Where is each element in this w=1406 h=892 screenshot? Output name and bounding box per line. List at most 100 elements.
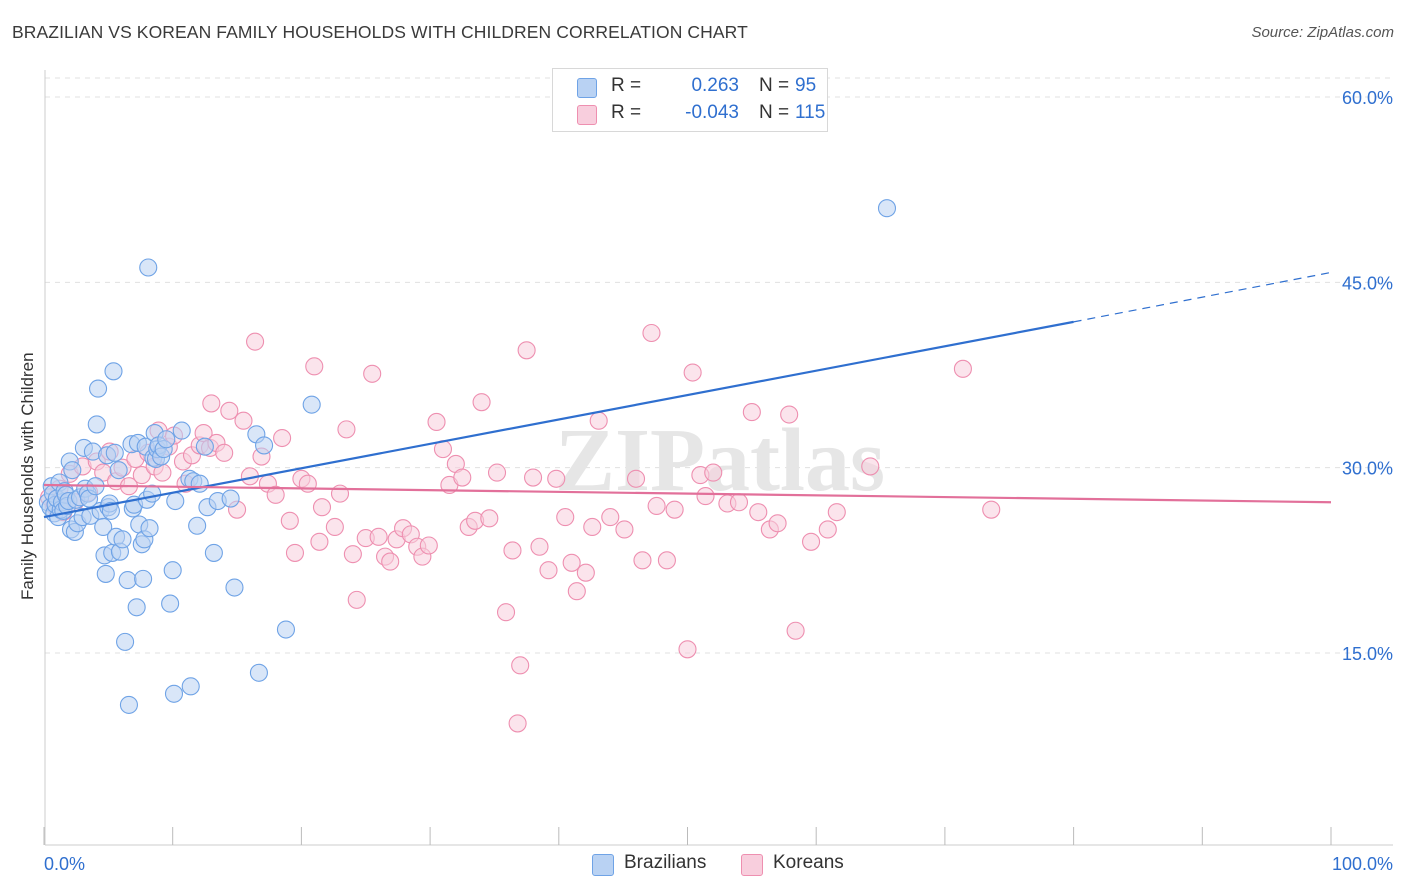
source-label: Source: ZipAtlas.com bbox=[1251, 24, 1394, 41]
korean-point bbox=[547, 469, 566, 488]
korean-point bbox=[827, 503, 846, 522]
korean-point bbox=[657, 551, 676, 570]
brazilian-point bbox=[94, 517, 113, 537]
tick-labels: 15.0% 30.0% 45.0% 60.0% 0.0% 100.0% bbox=[44, 88, 1393, 874]
brazilian-point bbox=[164, 684, 184, 703]
korean-point bbox=[696, 487, 715, 506]
y-axis-label: Family Households with Children bbox=[18, 352, 37, 600]
korean-point bbox=[953, 359, 972, 378]
korean-point bbox=[556, 508, 575, 527]
korean-point bbox=[818, 520, 837, 539]
brazilian-point bbox=[63, 461, 82, 480]
korean-point bbox=[511, 656, 530, 675]
korean-point bbox=[768, 514, 787, 533]
korean-point bbox=[567, 582, 586, 601]
korean-point bbox=[982, 500, 1001, 519]
korean-point bbox=[202, 394, 221, 413]
korean-point bbox=[330, 484, 350, 503]
r-value: -0.043 bbox=[685, 102, 739, 123]
y-tick-label: 30.0% bbox=[1342, 459, 1393, 479]
korean-point bbox=[601, 508, 620, 527]
n-label: N = bbox=[759, 102, 790, 123]
korean-point bbox=[642, 323, 661, 343]
trend-lines bbox=[43, 271, 1332, 519]
korean-point bbox=[665, 500, 684, 519]
korean-point bbox=[419, 536, 438, 555]
korean-point bbox=[280, 511, 299, 530]
korean-point bbox=[132, 466, 151, 485]
korean-point bbox=[683, 363, 702, 382]
brazilian-point bbox=[188, 516, 207, 535]
brazilian-point bbox=[877, 199, 897, 218]
korean-point bbox=[615, 520, 634, 539]
brazilian-point bbox=[127, 598, 146, 617]
brazilian-point bbox=[96, 564, 115, 583]
brazilian-point bbox=[140, 519, 159, 538]
korean-point bbox=[539, 561, 558, 580]
series-legend: Brazilians Koreans bbox=[0, 852, 1406, 878]
brazilian-point bbox=[157, 430, 176, 449]
korean-point bbox=[503, 541, 522, 560]
korean-point bbox=[472, 393, 491, 412]
korean-point bbox=[704, 463, 723, 482]
brazilian-point bbox=[116, 632, 135, 651]
korean-point bbox=[381, 552, 400, 571]
brazilian-point bbox=[249, 663, 268, 682]
korean-point bbox=[496, 603, 516, 622]
brazilian-point bbox=[172, 421, 191, 440]
korean-point bbox=[347, 590, 366, 609]
korean-point bbox=[273, 428, 292, 448]
brazilian-point bbox=[181, 677, 200, 696]
brazilians-trend-line bbox=[43, 320, 1074, 519]
brazilian-point bbox=[163, 561, 182, 580]
koreans-legend-swatch bbox=[741, 854, 763, 876]
brazilians-points bbox=[38, 199, 897, 714]
korean-point bbox=[780, 405, 799, 424]
x-tick-label: 100.0% bbox=[1332, 854, 1393, 874]
korean-point bbox=[285, 543, 305, 562]
axes bbox=[43, 70, 1393, 846]
korean-point bbox=[802, 532, 821, 551]
korean-point bbox=[861, 457, 880, 476]
korean-point bbox=[343, 545, 362, 564]
brazilians-legend-swatch bbox=[592, 854, 614, 876]
y-tick-label: 15.0% bbox=[1342, 644, 1393, 664]
r-label: R = bbox=[611, 75, 642, 96]
y-tick-label: 60.0% bbox=[1342, 88, 1393, 108]
korean-point bbox=[678, 640, 697, 659]
korean-point bbox=[742, 403, 761, 422]
korean-point bbox=[453, 468, 472, 487]
brazilians-trend-extension bbox=[1073, 271, 1332, 323]
korean-point bbox=[589, 411, 608, 430]
brazilian-point bbox=[166, 491, 185, 511]
brazilian-point bbox=[87, 415, 106, 434]
n-label: N = bbox=[759, 75, 790, 96]
korean-point bbox=[562, 553, 581, 572]
korean-point bbox=[576, 563, 595, 582]
korean-point bbox=[524, 468, 543, 487]
correlation-legend: R = 0.263 N = 95 R = -0.043 N = 115 bbox=[552, 68, 828, 132]
y-tick-label: 45.0% bbox=[1342, 273, 1393, 293]
brazilian-point bbox=[195, 437, 214, 456]
brazilians-swatch bbox=[577, 78, 597, 98]
brazilian-point bbox=[302, 395, 321, 414]
korean-point bbox=[310, 532, 329, 551]
brazilian-point bbox=[143, 484, 162, 503]
x-tick-label: 0.0% bbox=[44, 854, 85, 874]
r-value: 0.263 bbox=[691, 75, 739, 96]
brazilian-point bbox=[105, 443, 124, 462]
korean-point bbox=[266, 485, 285, 504]
korean-point bbox=[647, 496, 666, 516]
brazilian-point bbox=[118, 571, 137, 590]
korean-point bbox=[337, 420, 356, 439]
korean-point bbox=[325, 517, 344, 537]
koreans-points bbox=[40, 323, 1001, 733]
korean-point bbox=[369, 527, 388, 546]
koreans-swatch bbox=[577, 105, 597, 125]
n-value: 115 bbox=[795, 102, 826, 123]
korean-point bbox=[427, 412, 446, 432]
korean-point bbox=[583, 517, 602, 537]
korean-point bbox=[234, 411, 253, 430]
korean-point bbox=[626, 469, 646, 488]
